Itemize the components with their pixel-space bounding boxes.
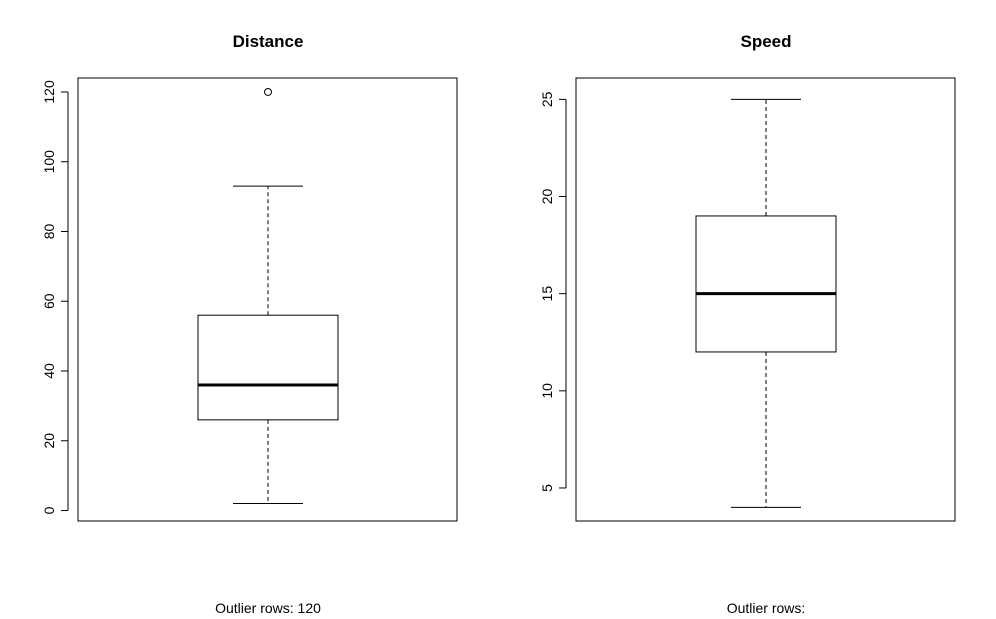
y-axis: 5 10 15 20 25 bbox=[539, 91, 567, 492]
chart-title: Speed bbox=[740, 32, 791, 51]
y-tick-label: 60 bbox=[41, 293, 57, 309]
y-tick-label: 10 bbox=[539, 383, 555, 399]
plot-frame bbox=[77, 77, 458, 522]
y-tick-label: 80 bbox=[41, 223, 57, 239]
iqr-box bbox=[695, 215, 837, 353]
iqr-box bbox=[197, 314, 339, 421]
y-tick-label: 120 bbox=[41, 80, 57, 104]
y-tick-label: 5 bbox=[539, 484, 555, 492]
y-tick-label: 100 bbox=[41, 150, 57, 174]
distance-boxplot-panel: Distance 0 20 40 60 80 100 120 Outlier rows: 1… bbox=[41, 32, 458, 616]
speed-boxplot-panel: Speed 5 10 15 20 25 Outlier rows: bbox=[539, 32, 956, 616]
y-tick-label: 40 bbox=[41, 363, 57, 379]
outlier-point bbox=[264, 87, 272, 96]
outlier-caption: Outlier rows: 120 bbox=[215, 600, 321, 616]
y-tick-label: 20 bbox=[41, 433, 57, 449]
plot-frame bbox=[575, 77, 956, 522]
box-marks bbox=[695, 98, 837, 508]
outlier-caption: Outlier rows: bbox=[727, 600, 806, 616]
y-tick-label: 20 bbox=[539, 189, 555, 205]
y-tick-label: 0 bbox=[41, 506, 57, 514]
y-tick-label: 15 bbox=[539, 286, 555, 302]
chart-title: Distance bbox=[233, 32, 304, 51]
box-marks bbox=[197, 87, 339, 505]
y-tick-label: 25 bbox=[539, 91, 555, 107]
y-axis: 0 20 40 60 80 100 120 bbox=[41, 80, 69, 514]
